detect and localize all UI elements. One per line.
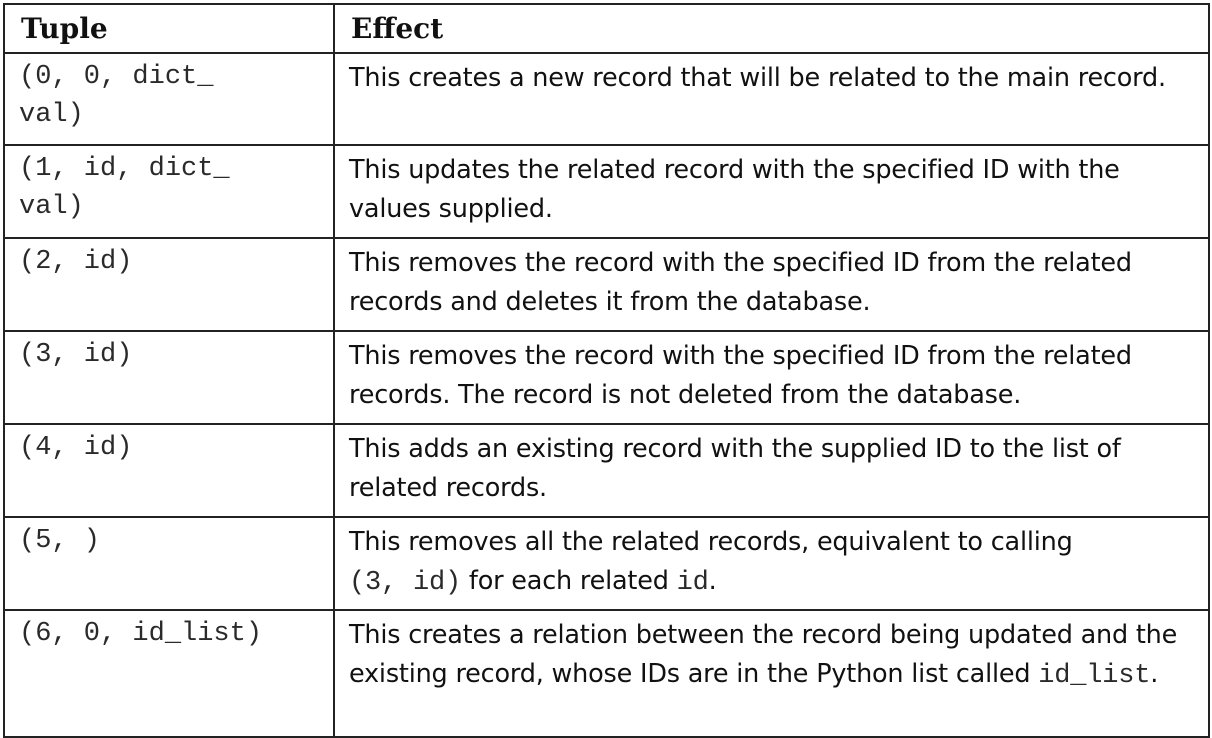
inline-code: id_list bbox=[1038, 661, 1151, 691]
effect-text: This creates a relation between the reco… bbox=[349, 620, 1178, 689]
effect-cell: This adds an existing record with the su… bbox=[333, 423, 1210, 518]
effect-cell: This removes all the related records, eq… bbox=[333, 516, 1210, 611]
header-effect: Effect bbox=[333, 3, 1210, 54]
table-row: (5, ) This removes all the related recor… bbox=[3, 516, 1210, 611]
effect-text: This removes all the related records, eq… bbox=[349, 527, 1073, 557]
effect-cell: This updates the related record with the… bbox=[333, 144, 1210, 239]
effect-cell: This removes the record with the specifi… bbox=[333, 330, 1210, 425]
effect-text: for each related bbox=[461, 566, 677, 596]
tuple-cell: (1, id, dict_ val) bbox=[3, 144, 335, 239]
tuple-effect-table: Tuple Effect (0, 0, dict_ val) This crea… bbox=[3, 3, 1210, 738]
table-row: (2, id) This removes the record with the… bbox=[3, 237, 1210, 332]
tuple-effect-table-container: Tuple Effect (0, 0, dict_ val) This crea… bbox=[3, 3, 1210, 738]
tuple-cell: (2, id) bbox=[3, 237, 335, 332]
table-row: (6, 0, id_list) This creates a relation … bbox=[3, 609, 1210, 738]
table-row: (3, id) This removes the record with the… bbox=[3, 330, 1210, 425]
effect-cell: This creates a new record that will be r… bbox=[333, 52, 1210, 146]
table-row: (0, 0, dict_ val) This creates a new rec… bbox=[3, 52, 1210, 146]
tuple-cell: (6, 0, id_list) bbox=[3, 609, 335, 738]
tuple-cell: (5, ) bbox=[3, 516, 335, 611]
effect-cell: This creates a relation between the reco… bbox=[333, 609, 1210, 738]
table-row: (4, id) This adds an existing record wit… bbox=[3, 423, 1210, 518]
inline-code: (3, id) bbox=[349, 568, 462, 598]
inline-code: id bbox=[676, 568, 709, 598]
table-header-row: Tuple Effect bbox=[3, 3, 1210, 54]
tuple-cell: (0, 0, dict_ val) bbox=[3, 52, 335, 146]
header-tuple: Tuple bbox=[3, 3, 335, 54]
tuple-cell: (3, id) bbox=[3, 330, 335, 425]
tuple-cell: (4, id) bbox=[3, 423, 335, 518]
effect-text: . bbox=[1150, 659, 1159, 689]
table-row: (1, id, dict_ val) This updates the rela… bbox=[3, 144, 1210, 239]
effect-cell: This removes the record with the specifi… bbox=[333, 237, 1210, 332]
effect-text: . bbox=[708, 566, 717, 596]
